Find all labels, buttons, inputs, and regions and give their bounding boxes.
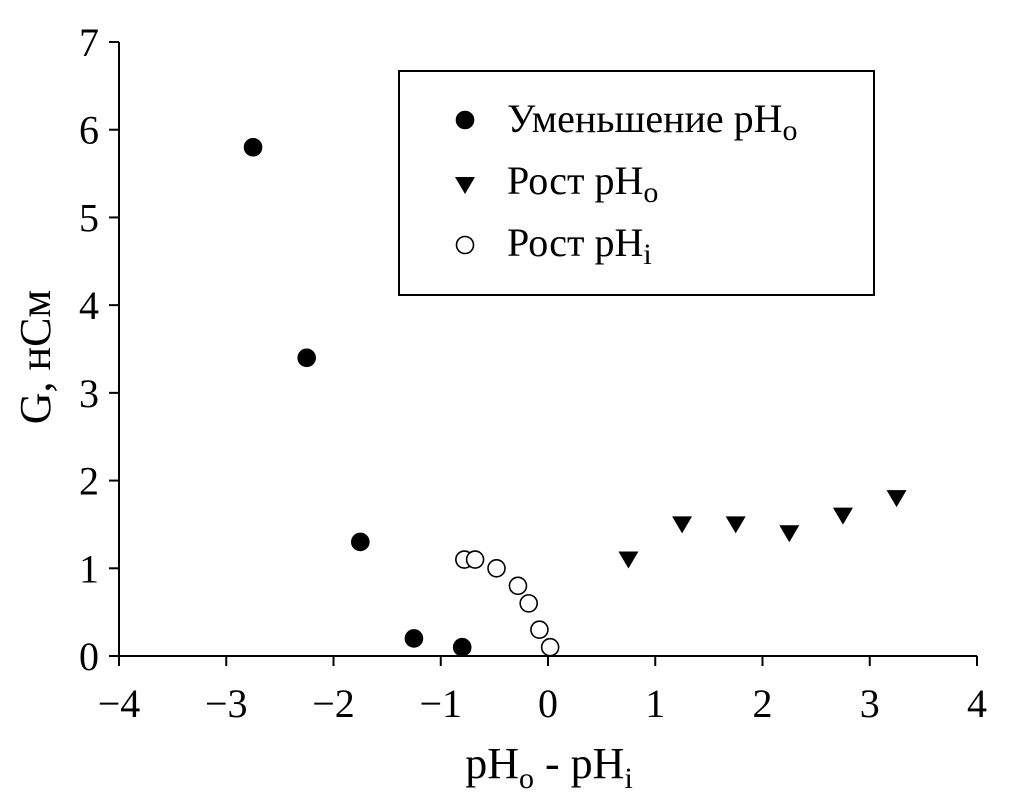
data-point-series-1 [886,490,907,508]
x-tick-label: 2 [753,681,773,726]
x-tick-label: −4 [98,681,141,726]
data-point-series-1 [672,516,693,534]
legend-label-increase-phi: Рост pHi [507,220,652,271]
y-tick-label: 6 [79,108,99,153]
legend-item-increase-phi: Рост pHi [455,220,652,271]
x-tick-label: 1 [645,681,665,726]
data-point-series-0 [452,637,472,657]
legend-box [398,70,875,296]
x-tick-label: 4 [967,681,987,726]
data-point-series-2 [530,620,549,639]
data-point-series-1 [779,525,800,543]
data-point-series-2 [508,576,528,596]
legend-item-increase-pho: Рост pHo [455,158,658,209]
x-tick-label: −1 [419,681,462,726]
data-point-series-1 [725,516,746,534]
x-tick-label: −3 [205,681,248,726]
legend-marker-open-circle [455,235,475,255]
y-ticks: 0 1 2 3 4 5 6 7 [79,20,119,679]
data-points [243,137,907,657]
y-axis-label: G, нСм [11,290,60,425]
data-point-series-1 [832,507,853,525]
legend-label-increase-pho: Рост pHo [507,158,658,209]
plot-area: −4 −3 −2 −1 0 1 2 3 4 0 1 2 3 4 5 6 7 [79,20,987,726]
x-tick-label: −2 [312,681,355,726]
data-point-series-2 [519,594,538,613]
x-ticks: −4 −3 −2 −1 0 1 2 3 4 [98,656,987,726]
data-point-series-0 [297,348,316,368]
x-tick-label: 3 [860,681,880,726]
data-point-series-0 [243,137,263,157]
data-point-series-2 [487,558,506,578]
x-axis-label: pHo - pHi [465,739,633,795]
legend: Уменьшение pHo Рост pHo Рост pHi [398,70,875,296]
y-tick-label: 1 [79,546,99,591]
legend-marker-filled-circle [455,110,475,130]
data-point-series-0 [351,532,370,552]
legend-marker-filled-triangle [455,177,475,194]
data-point-series-2 [540,637,560,657]
y-tick-label: 7 [79,20,99,65]
y-tick-label: 0 [79,634,99,679]
y-tick-label: 3 [79,371,99,416]
x-tick-label: 0 [538,681,558,726]
y-tick-label: 2 [79,459,99,504]
data-point-series-2 [465,550,485,569]
data-point-series-1 [618,551,639,569]
y-tick-label: 5 [79,195,99,240]
y-tick-label: 4 [79,283,99,328]
legend-item-decrease-pho: Уменьшение pHo [455,96,798,147]
legend-label-decrease-pho: Уменьшение pHo [507,96,798,147]
data-point-series-0 [404,629,424,648]
